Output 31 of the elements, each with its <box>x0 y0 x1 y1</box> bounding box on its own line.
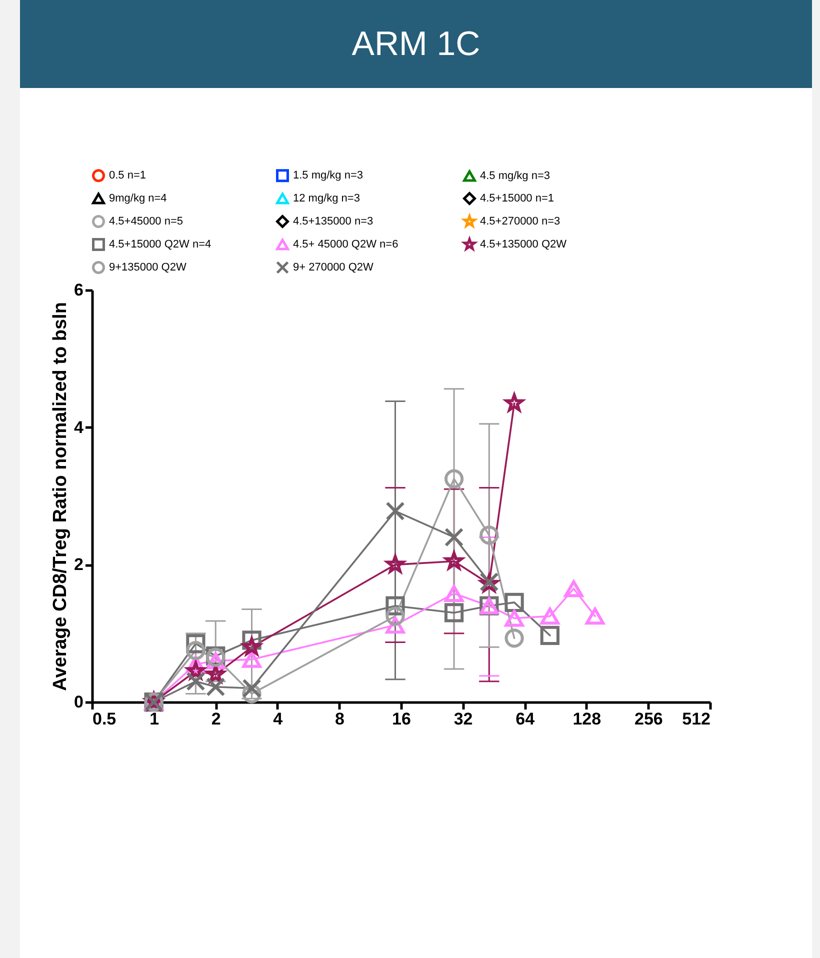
y-tick-label: 0 <box>74 692 84 712</box>
x-tick-label: 512 <box>682 710 710 728</box>
x-tick-label: 64 <box>516 710 536 728</box>
legend-label: 4.5+135000 Q2W <box>480 238 568 250</box>
y-tick-label: 2 <box>74 555 84 574</box>
legend-label: 0.5 n=1 <box>109 170 146 182</box>
x-tick-label: 16 <box>392 710 411 728</box>
legend-label: 4.5 mg/kg n=3 <box>480 170 550 182</box>
legend-label: 4.5+270000 n=3 <box>480 216 560 228</box>
legend-label: 1.5 mg/kg n=3 <box>293 170 364 182</box>
x-tick-label: 256 <box>634 710 663 728</box>
x-tick-label: 4 <box>273 710 284 728</box>
legend-label: 12 mg/kg n=3 <box>293 192 360 204</box>
legend-label: 9mg/kg n=4 <box>109 192 167 204</box>
x-tick-label: 0.5 <box>92 710 116 728</box>
y-tick-label: 6 <box>74 280 84 300</box>
y-axis-title: Average CD8/Treg Ratio normalized to bsln <box>50 302 72 691</box>
y-tick-label: 4 <box>74 418 84 437</box>
legend-label: 4.5+15000 n=1 <box>480 192 554 204</box>
legend-label: 9+135000 Q2W <box>109 262 187 274</box>
x-tick-label: 2 <box>211 710 221 728</box>
legend-label: 4.5+45000 n=5 <box>109 216 184 228</box>
legend-label: 4.5+15000 Q2W n=4 <box>109 238 212 250</box>
x-tick-label: 8 <box>334 710 344 728</box>
legend-label: 9+ 270000 Q2W <box>293 262 374 274</box>
x-tick-label: 128 <box>572 710 602 728</box>
x-tick-label: 1 <box>150 710 160 728</box>
chart-title: ARM 1C <box>20 0 812 88</box>
legend-label: 4.5+ 45000 Q2W n=6 <box>293 238 398 250</box>
x-tick-label: 32 <box>454 710 473 728</box>
legend-label: 4.5+135000 n=3 <box>293 216 374 228</box>
